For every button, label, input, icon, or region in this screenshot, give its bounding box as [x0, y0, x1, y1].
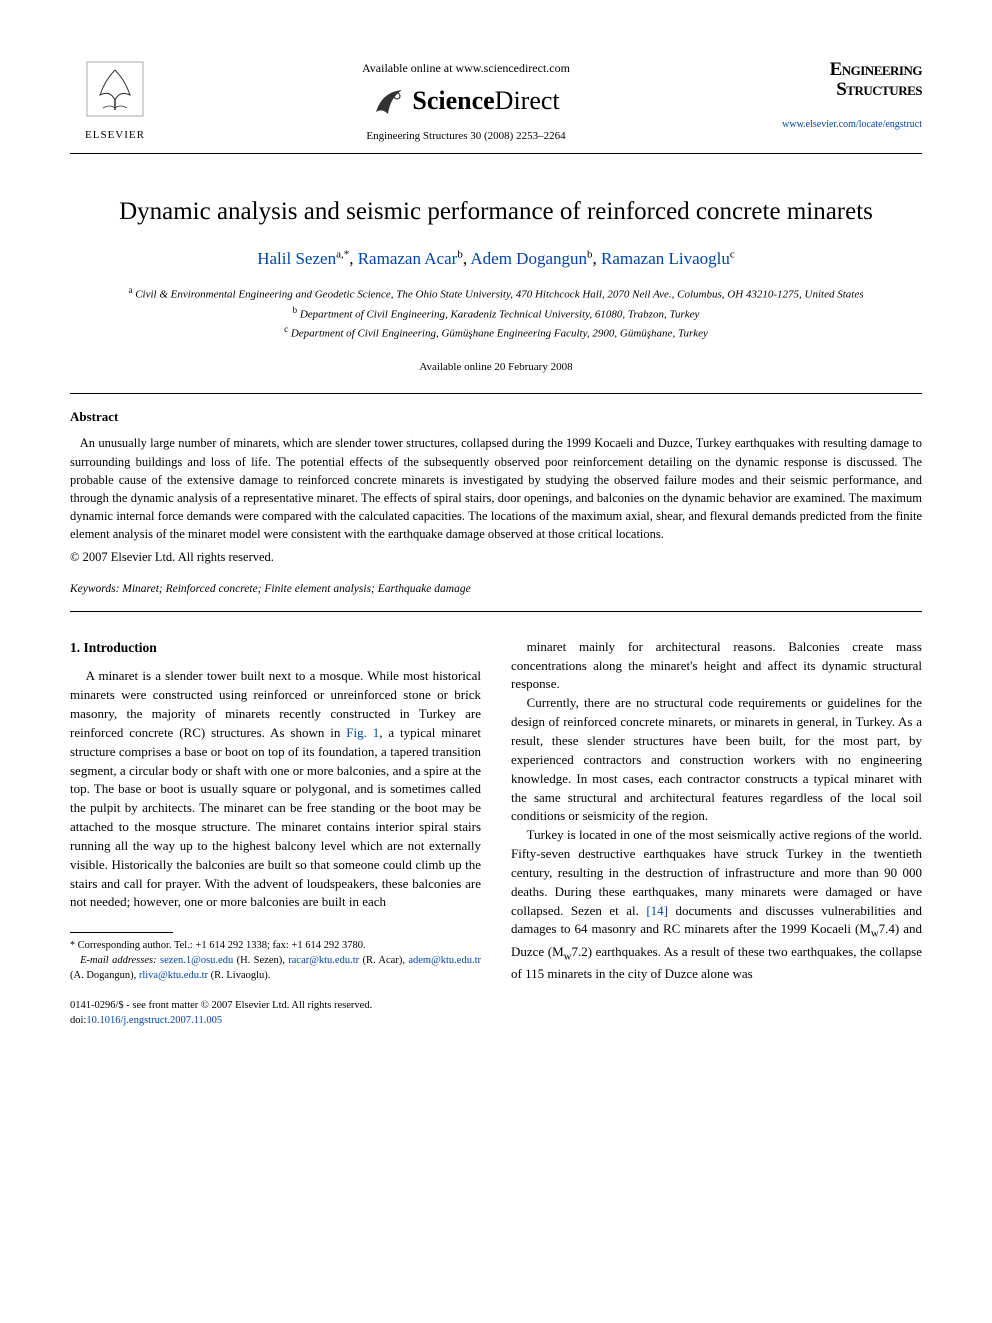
author-4[interactable]: Ramazan Livaoglu: [601, 249, 730, 268]
keywords-values: Minaret; Reinforced concrete; Finite ele…: [122, 583, 470, 595]
footnote-rule: [70, 932, 173, 933]
rule-above-abstract: [70, 393, 922, 394]
abstract-section: Abstract An unusually large number of mi…: [70, 408, 922, 597]
sciencedirect-swoosh-icon: [372, 84, 406, 118]
article-title: Dynamic analysis and seismic performance…: [70, 194, 922, 229]
paragraph-3: Currently, there are no structural code …: [511, 694, 922, 826]
sciencedirect-wordmark: ScienceDirect: [412, 83, 559, 119]
email-3[interactable]: adem@ktu.edu.tr: [408, 955, 481, 966]
journal-title-block: Engineering Structures www.elsevier.com/…: [772, 60, 922, 132]
email-label: E-mail addresses:: [80, 955, 156, 966]
email-4[interactable]: rliva@ktu.edu.tr: [139, 970, 208, 981]
author-2[interactable]: Ramazan Acar: [358, 249, 458, 268]
sciencedirect-logo: ScienceDirect: [180, 83, 752, 119]
abstract-body: An unusually large number of minarets, w…: [70, 434, 922, 543]
paragraph-2: minaret mainly for architectural reasons…: [511, 638, 922, 695]
doi-link[interactable]: 10.1016/j.engstruct.2007.11.005: [86, 1015, 222, 1026]
figure-1-link[interactable]: Fig. 1: [346, 725, 379, 740]
affiliation-c: c Department of Civil Engineering, Gümüş…: [70, 323, 922, 342]
paragraph-1: A minaret is a slender tower built next …: [70, 667, 481, 912]
elsevier-label: ELSEVIER: [85, 128, 145, 143]
journal-header: ELSEVIER Available online at www.science…: [70, 60, 922, 154]
author-4-affil: c: [730, 248, 735, 260]
email-addresses: E-mail addresses: sezen.1@osu.edu (H. Se…: [70, 954, 481, 983]
bottom-metadata: 0141-0296/$ - see front matter © 2007 El…: [70, 999, 481, 1028]
section-1-heading: 1. Introduction: [70, 638, 481, 658]
rule-below-abstract: [70, 611, 922, 612]
email-2[interactable]: racar@ktu.edu.tr: [288, 955, 359, 966]
journal-title-line2: Structures: [772, 80, 922, 100]
author-3[interactable]: Adem Dogangun: [470, 249, 587, 268]
affiliation-b: b Department of Civil Engineering, Karad…: [70, 304, 922, 323]
author-2-affil: b: [457, 248, 463, 260]
sciencedirect-block: Available online at www.sciencedirect.co…: [160, 60, 772, 145]
doi-line: doi:10.1016/j.engstruct.2007.11.005: [70, 1014, 481, 1029]
corresponding-author-note: * Corresponding author. Tel.: +1 614 292…: [70, 939, 481, 954]
online-date: Available online 20 February 2008: [70, 360, 922, 375]
journal-reference: Engineering Structures 30 (2008) 2253–22…: [180, 129, 752, 144]
journal-title: Engineering Structures: [772, 60, 922, 100]
author-1[interactable]: Halil Sezen: [257, 249, 336, 268]
keywords-label: Keywords:: [70, 583, 119, 595]
keywords-line: Keywords: Minaret; Reinforced concrete; …: [70, 581, 922, 597]
affiliations: a Civil & Environmental Engineering and …: [70, 284, 922, 341]
ref-14-link[interactable]: [14]: [646, 903, 668, 918]
elsevier-logo-block: ELSEVIER: [70, 60, 160, 143]
journal-homepage-link[interactable]: www.elsevier.com/locate/engstruct: [772, 118, 922, 132]
available-online-text: Available online at www.sciencedirect.co…: [180, 60, 752, 77]
journal-title-line1: Engineering: [772, 60, 922, 80]
abstract-heading: Abstract: [70, 408, 922, 426]
author-3-affil: b: [587, 248, 593, 260]
paragraph-4: Turkey is located in one of the most sei…: [511, 826, 922, 984]
footnotes: * Corresponding author. Tel.: +1 614 292…: [70, 939, 481, 983]
elsevier-tree-icon: [85, 60, 145, 126]
author-list: Halil Sezena,*, Ramazan Acarb, Adem Doga…: [70, 247, 922, 271]
issn-copyright: 0141-0296/$ - see front matter © 2007 El…: [70, 999, 481, 1014]
article-body: 1. Introduction A minaret is a slender t…: [70, 638, 922, 1029]
affiliation-a: a Civil & Environmental Engineering and …: [70, 284, 922, 303]
author-1-affil: a,*: [336, 248, 349, 260]
email-1[interactable]: sezen.1@osu.edu: [160, 955, 233, 966]
copyright-line: © 2007 Elsevier Ltd. All rights reserved…: [70, 549, 922, 567]
